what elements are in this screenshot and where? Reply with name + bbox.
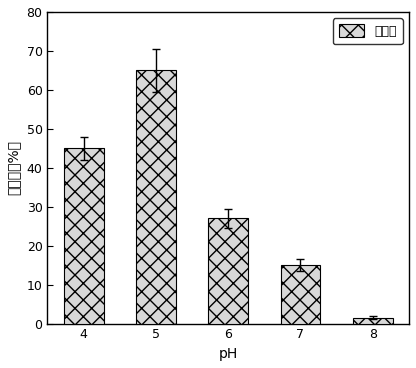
Y-axis label: 去除率（%）: 去除率（%）: [7, 140, 21, 195]
X-axis label: pH: pH: [218, 347, 238, 361]
Bar: [208, 219, 248, 323]
Legend: 去除率: 去除率: [333, 18, 403, 44]
Bar: [281, 265, 320, 323]
Bar: [136, 70, 176, 323]
Bar: [64, 148, 104, 323]
Bar: [353, 318, 393, 323]
